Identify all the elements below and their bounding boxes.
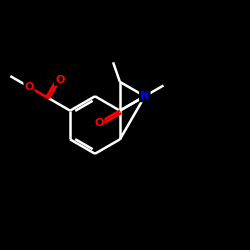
Text: O: O [24, 82, 34, 92]
Text: O: O [55, 75, 64, 85]
Text: N: N [140, 91, 149, 101]
Text: O: O [94, 118, 104, 128]
Text: O: O [140, 91, 149, 101]
